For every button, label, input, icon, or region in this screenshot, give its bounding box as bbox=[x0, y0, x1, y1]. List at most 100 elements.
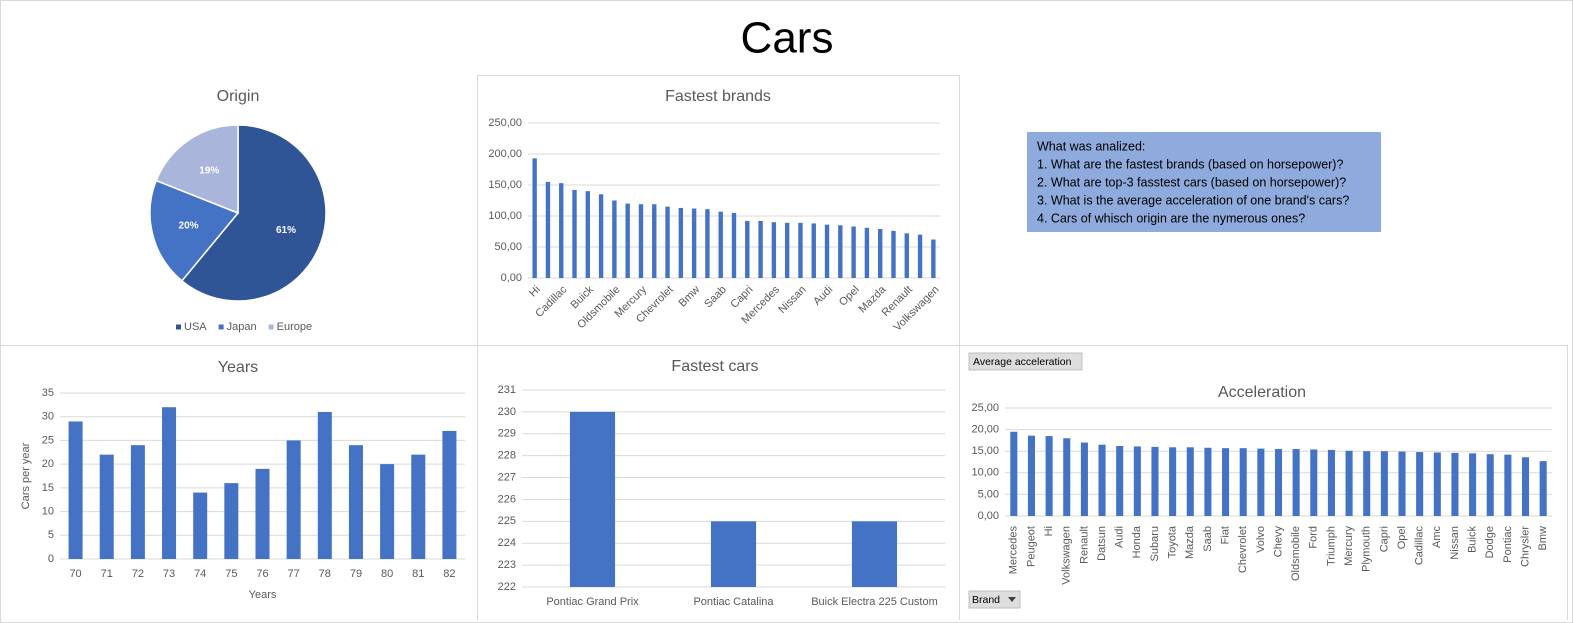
x-tick-label: Volkswagen bbox=[1061, 526, 1073, 585]
bar bbox=[1522, 457, 1530, 516]
chart-title: Years bbox=[218, 359, 258, 376]
x-tick-label: Ford bbox=[1308, 526, 1320, 549]
value-field-label: Average acceleration bbox=[973, 356, 1072, 368]
bar bbox=[718, 211, 723, 278]
y-tick-label: 225 bbox=[498, 515, 516, 527]
x-tick-label: Pontiac Grand Prix bbox=[546, 596, 639, 608]
bar bbox=[68, 421, 83, 559]
x-tick-label: Amc bbox=[1431, 526, 1443, 549]
bar bbox=[162, 407, 177, 559]
x-tick-label: Nissan bbox=[1449, 526, 1461, 560]
x-tick-label: Opel bbox=[1396, 526, 1408, 549]
y-tick-label: 20,00 bbox=[971, 424, 999, 436]
bar bbox=[569, 411, 616, 587]
bar bbox=[1239, 448, 1247, 516]
bar bbox=[1186, 447, 1194, 516]
bar bbox=[585, 191, 590, 278]
y-tick-label: 5 bbox=[48, 529, 54, 541]
chart-title: Origin bbox=[217, 88, 260, 105]
slice-label: 19% bbox=[199, 165, 219, 176]
x-tick-label: Hi bbox=[527, 284, 543, 300]
legend-label: Japan bbox=[227, 321, 257, 333]
bar bbox=[745, 220, 750, 278]
bar bbox=[691, 208, 697, 278]
bar bbox=[824, 224, 830, 278]
x-tick-label: Cadillac bbox=[1414, 526, 1426, 566]
x-tick-label: 70 bbox=[69, 568, 81, 580]
y-tick-label: 224 bbox=[498, 537, 516, 549]
y-tick-label: 25 bbox=[42, 434, 54, 446]
x-tick-label: 72 bbox=[132, 568, 144, 580]
bar bbox=[1292, 449, 1300, 516]
bar bbox=[1257, 448, 1265, 516]
x-tick-label: Hi bbox=[1043, 526, 1055, 536]
x-tick-label: Nissan bbox=[776, 284, 808, 316]
bar bbox=[1274, 449, 1283, 516]
y-tick-label: 200,00 bbox=[488, 148, 522, 160]
bar bbox=[99, 454, 114, 559]
bar bbox=[891, 230, 896, 278]
axis-field-label: Brand bbox=[972, 594, 1000, 606]
x-tick-label: Mazda bbox=[1184, 525, 1196, 559]
slice-label: 20% bbox=[179, 220, 199, 231]
bar bbox=[917, 234, 923, 278]
x-tick-label: 71 bbox=[101, 568, 113, 580]
x-tick-label: 80 bbox=[381, 568, 393, 580]
axis-field-button[interactable] bbox=[968, 590, 1021, 609]
legend-swatch bbox=[268, 324, 274, 330]
y-tick-label: 0 bbox=[48, 553, 54, 565]
x-tick-label: Datsun bbox=[1096, 526, 1108, 561]
bar bbox=[851, 521, 898, 587]
bar bbox=[705, 209, 710, 278]
bar bbox=[1027, 435, 1035, 516]
bar bbox=[545, 181, 551, 278]
bar bbox=[1398, 451, 1406, 516]
x-tick-label: Triumph bbox=[1325, 526, 1337, 566]
x-tick-label: Bmw bbox=[1537, 526, 1549, 551]
bar bbox=[572, 189, 577, 278]
x-tick-label: Oldsmobile bbox=[1290, 526, 1302, 581]
y-tick-label: 30 bbox=[42, 411, 54, 423]
bar bbox=[1345, 450, 1353, 516]
x-tick-label: 79 bbox=[350, 568, 362, 580]
bar bbox=[130, 445, 145, 559]
y-tick-label: 20 bbox=[42, 458, 54, 470]
x-axis-title: Years bbox=[249, 589, 277, 601]
value-field-button[interactable] bbox=[968, 352, 1083, 371]
bar bbox=[731, 212, 737, 278]
y-tick-label: 229 bbox=[498, 428, 516, 440]
y-tick-label: 223 bbox=[498, 559, 516, 571]
y-tick-label: 0,00 bbox=[501, 272, 522, 284]
notes-heading: What was analized: bbox=[1037, 139, 1145, 153]
y-tick-label: 231 bbox=[498, 384, 516, 396]
x-tick-label: Pontiac bbox=[1502, 526, 1514, 563]
pie-slice bbox=[149, 179, 240, 282]
bar bbox=[1469, 453, 1477, 516]
y-tick-label: 100,00 bbox=[488, 210, 522, 222]
bar bbox=[1116, 446, 1124, 516]
x-tick-label: 77 bbox=[288, 568, 300, 580]
x-tick-label: Dodge bbox=[1484, 526, 1496, 558]
bar bbox=[348, 445, 363, 559]
x-tick-label: Peugeot bbox=[1025, 526, 1037, 567]
bar bbox=[532, 158, 537, 278]
bar bbox=[1433, 452, 1441, 516]
y-tick-label: 25,00 bbox=[971, 402, 999, 414]
y-tick-label: 250,00 bbox=[488, 117, 522, 129]
y-tick-label: 10 bbox=[42, 505, 54, 517]
y-tick-label: 226 bbox=[498, 493, 516, 505]
bar bbox=[811, 223, 816, 278]
x-tick-label: 75 bbox=[225, 568, 237, 580]
bar bbox=[771, 222, 777, 278]
bar bbox=[638, 204, 644, 278]
bar bbox=[931, 239, 936, 278]
x-tick-label: Capri bbox=[1378, 526, 1390, 552]
bar bbox=[625, 203, 630, 278]
x-tick-label: Audi bbox=[811, 284, 835, 308]
bar bbox=[411, 454, 426, 559]
bar bbox=[559, 183, 564, 278]
bar bbox=[598, 194, 604, 278]
bar bbox=[1151, 446, 1159, 516]
bar bbox=[851, 226, 856, 278]
